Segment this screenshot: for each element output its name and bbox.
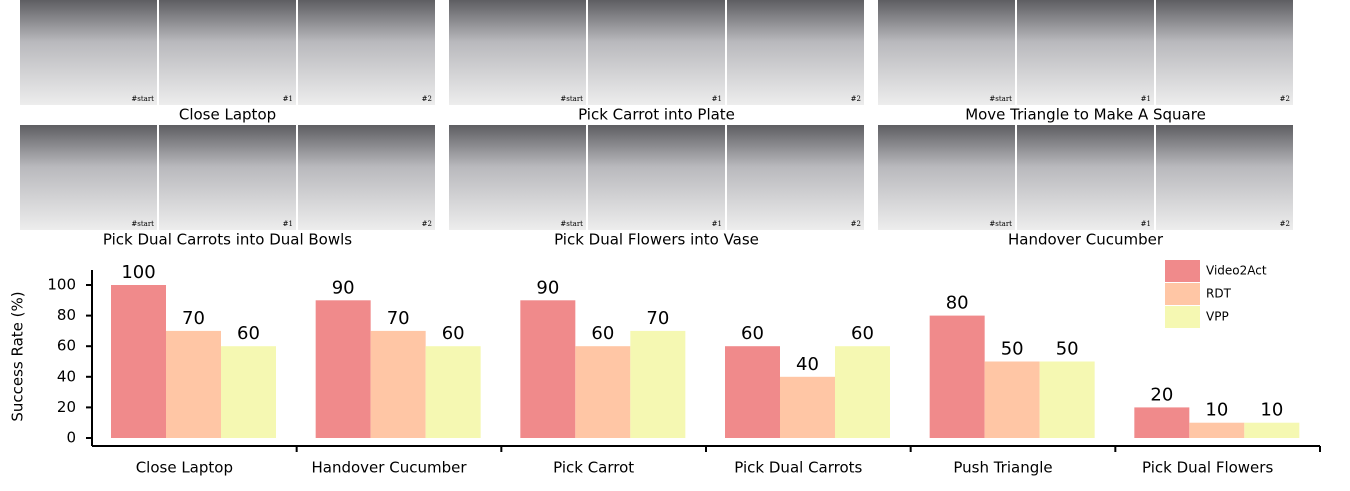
photo-frame xyxy=(20,125,157,230)
photo-frame xyxy=(449,125,586,230)
value-label: 70 xyxy=(387,308,410,329)
frame-label: #1 xyxy=(712,95,722,103)
photo-frame xyxy=(878,125,1015,230)
y-tick-label: 20 xyxy=(57,398,76,416)
x-tick-label: Pick Carrot xyxy=(553,459,634,477)
bar xyxy=(370,330,426,438)
y-tick-label: 40 xyxy=(57,367,76,385)
photo-frame xyxy=(878,0,1015,105)
y-tick-label: 0 xyxy=(66,429,76,447)
photo-frame xyxy=(1156,125,1293,230)
x-tick-label: Handover Cucumber xyxy=(312,459,468,477)
frame-label: #1 xyxy=(712,220,722,228)
panel-caption: Pick Dual Carrots into Dual Bowls xyxy=(103,231,352,249)
photo-frame xyxy=(298,0,435,105)
bar xyxy=(1134,407,1190,438)
frame-label: #start xyxy=(131,220,154,228)
photo-frame xyxy=(449,0,586,105)
value-label: 70 xyxy=(182,308,205,329)
legend-label: RDT xyxy=(1206,287,1232,301)
frame-label: #1 xyxy=(1141,95,1151,103)
bar xyxy=(166,330,221,438)
value-label: 80 xyxy=(946,293,969,314)
value-label: 60 xyxy=(237,323,260,344)
photo-frame xyxy=(588,125,725,230)
value-label: 50 xyxy=(1001,339,1024,360)
frame-label: #start xyxy=(131,95,154,103)
legend-swatch xyxy=(1165,306,1200,328)
x-tick-label: Pick Dual Flowers xyxy=(1142,459,1273,477)
value-label: 20 xyxy=(1150,384,1173,405)
bar xyxy=(425,346,481,438)
value-label: 100 xyxy=(121,262,155,283)
legend-label: Video2Act xyxy=(1206,264,1267,278)
y-axis-label: Success Rate (%) xyxy=(9,291,27,421)
photo-frame xyxy=(159,125,296,230)
frame-label: #2 xyxy=(851,95,861,103)
legend-label: VPP xyxy=(1206,310,1229,324)
value-label: 90 xyxy=(332,277,355,298)
value-label: 60 xyxy=(851,323,874,344)
y-tick-label: 60 xyxy=(57,337,76,355)
frame-label: #2 xyxy=(1280,220,1290,228)
frame-label: #2 xyxy=(422,95,432,103)
frame-label: #2 xyxy=(851,220,861,228)
photo-frame xyxy=(588,0,725,105)
photo-frame xyxy=(298,125,435,230)
value-label: 60 xyxy=(442,323,465,344)
frame-label: #start xyxy=(989,220,1012,228)
value-label: 60 xyxy=(591,323,614,344)
bar xyxy=(111,285,166,438)
bar xyxy=(1039,361,1095,438)
frame-label: #1 xyxy=(1141,220,1151,228)
legend-swatch xyxy=(1165,283,1200,305)
photo-frame xyxy=(727,125,864,230)
x-tick-label: Push Triangle xyxy=(953,459,1052,477)
legend-swatch xyxy=(1165,260,1200,282)
frame-label: #2 xyxy=(422,220,432,228)
bar xyxy=(929,315,985,438)
photo-frame xyxy=(727,0,864,105)
panel-caption: Move Triangle to Make A Square xyxy=(965,106,1206,124)
bar xyxy=(1189,422,1245,438)
bar xyxy=(315,300,371,438)
bar xyxy=(984,361,1040,438)
panel-caption: Pick Carrot into Plate xyxy=(578,106,735,124)
x-tick-label: Pick Dual Carrots xyxy=(734,459,862,477)
value-label: 90 xyxy=(536,277,559,298)
y-tick-label: 100 xyxy=(47,276,76,294)
panel-caption: Close Laptop xyxy=(179,106,276,124)
bar xyxy=(575,346,631,438)
bar xyxy=(835,346,890,438)
bar xyxy=(221,346,276,438)
value-label: 50 xyxy=(1056,339,1079,360)
frame-label: #2 xyxy=(1280,95,1290,103)
value-label: 40 xyxy=(796,354,819,375)
frame-label: #start xyxy=(560,95,583,103)
photo-frame xyxy=(1017,0,1154,105)
bar xyxy=(780,376,835,438)
frame-label: #start xyxy=(560,220,583,228)
x-tick-label: Close Laptop xyxy=(136,459,233,477)
photo-frame xyxy=(159,0,296,105)
y-tick-label: 80 xyxy=(57,306,76,324)
value-label: 10 xyxy=(1205,400,1228,421)
bar xyxy=(630,330,686,438)
value-label: 60 xyxy=(741,323,764,344)
panel-caption: Pick Dual Flowers into Vase xyxy=(554,231,759,249)
bar xyxy=(1244,422,1300,438)
frame-label: #start xyxy=(989,95,1012,103)
value-label: 10 xyxy=(1260,400,1283,421)
photo-frame xyxy=(20,0,157,105)
panel-caption: Handover Cucumber xyxy=(1008,231,1164,249)
bar xyxy=(725,346,780,438)
photo-frame xyxy=(1156,0,1293,105)
frame-label: #1 xyxy=(283,95,293,103)
frame-label: #1 xyxy=(283,220,293,228)
bar xyxy=(520,300,576,438)
photo-frame xyxy=(1017,125,1154,230)
value-label: 70 xyxy=(646,308,669,329)
